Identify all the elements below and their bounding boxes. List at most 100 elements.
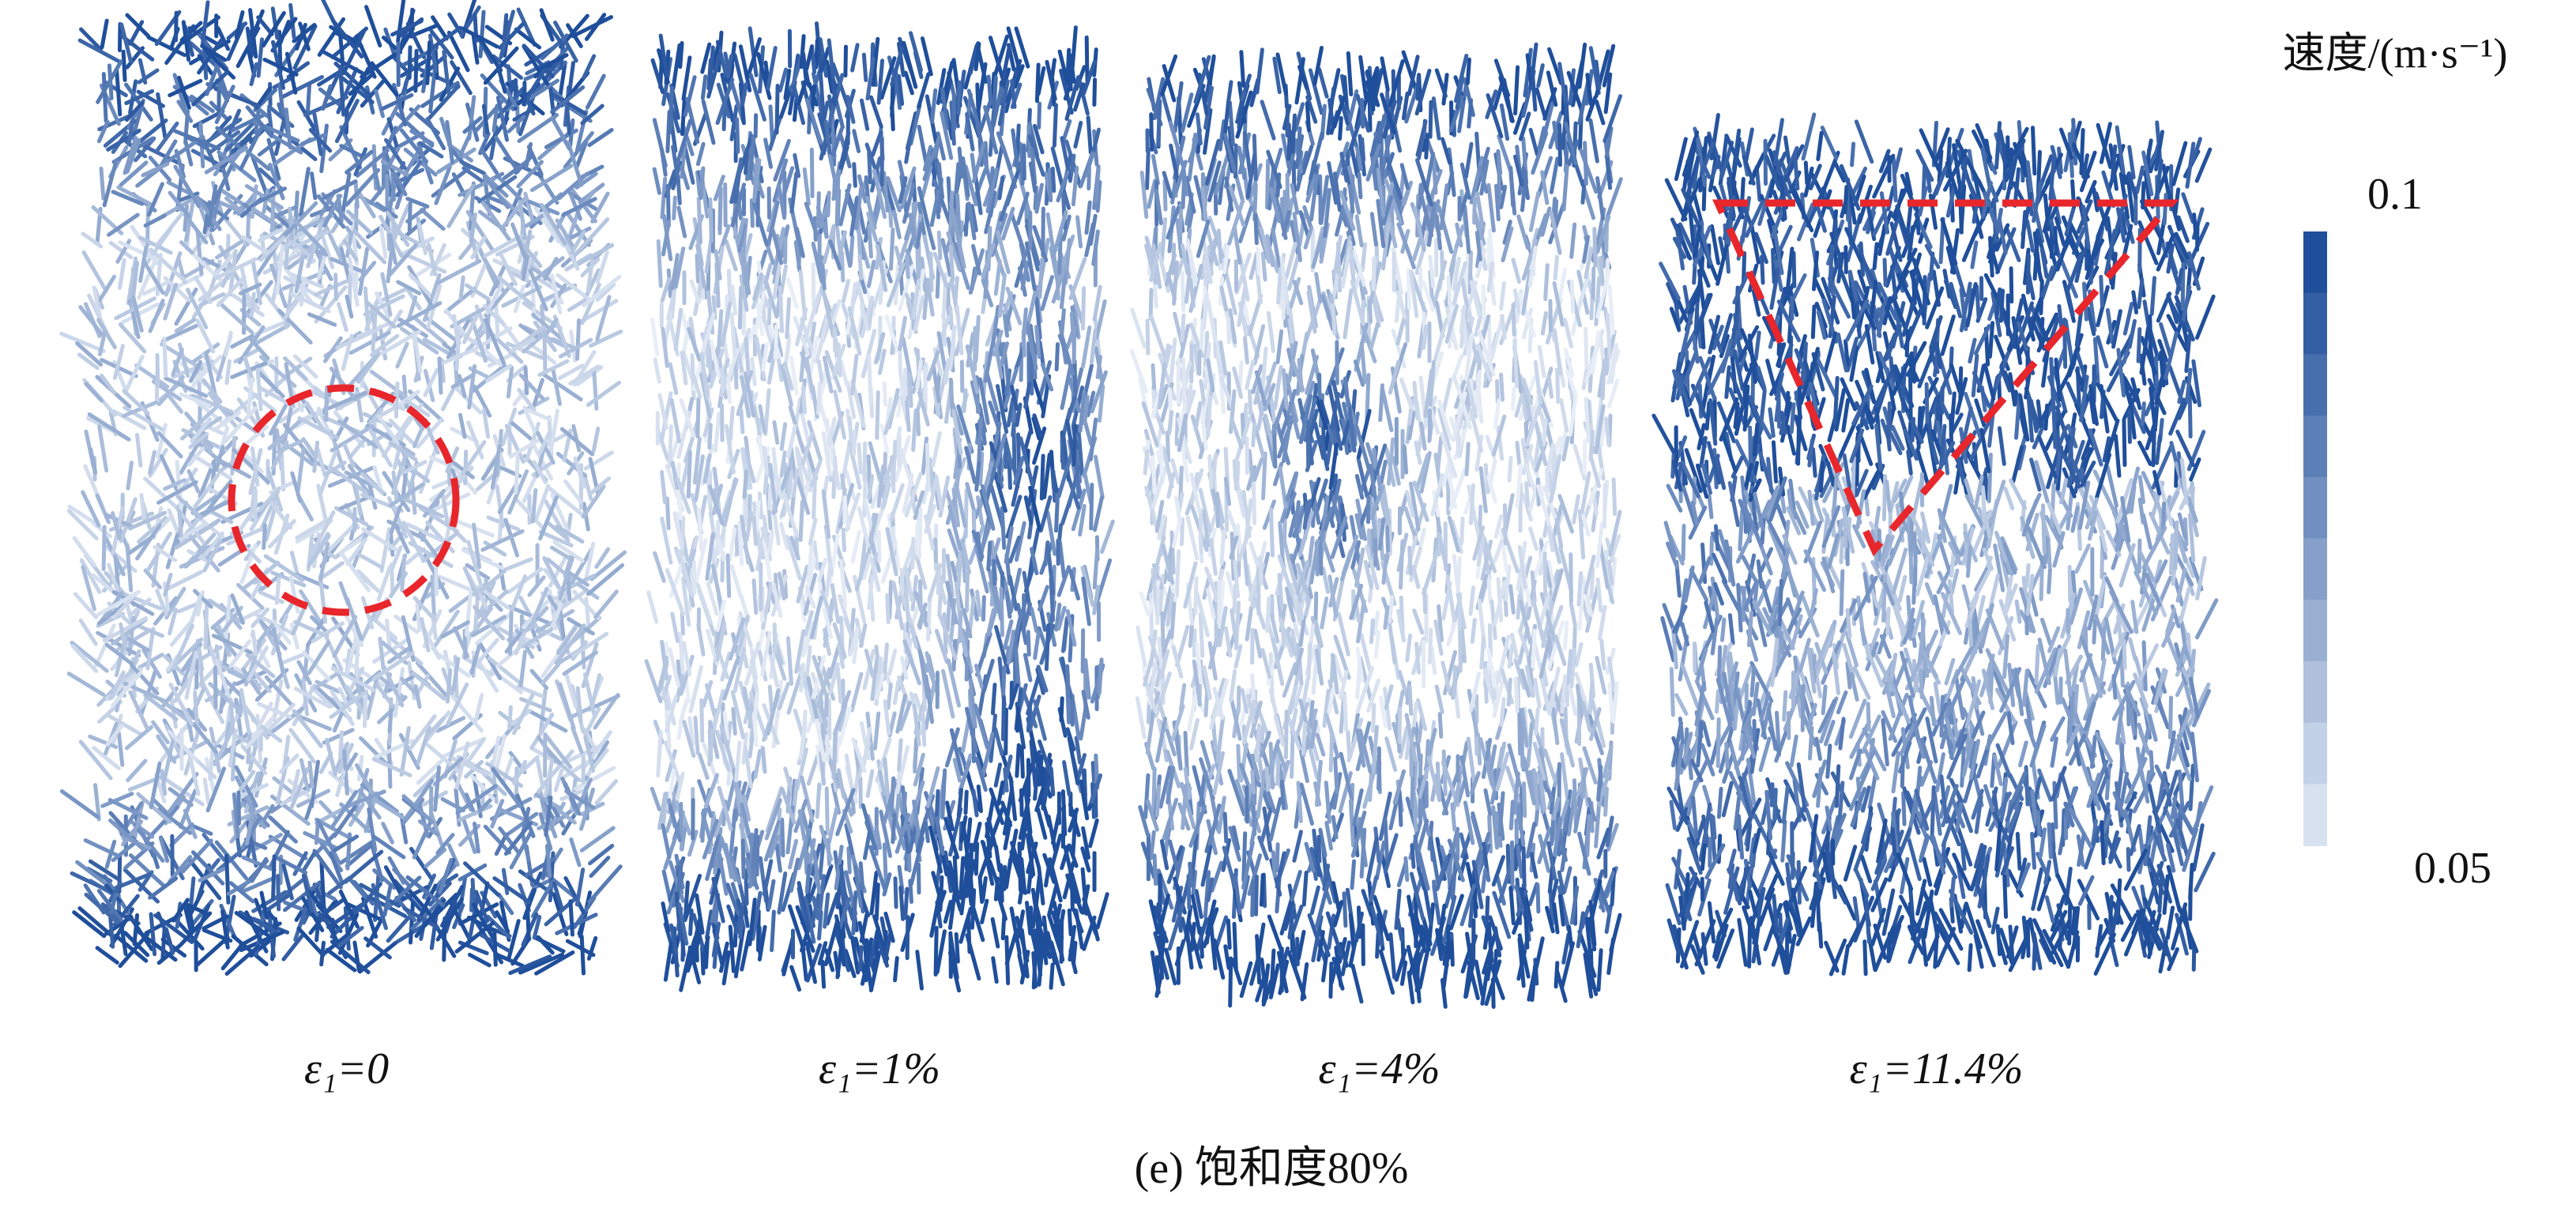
vector-arrow [594, 371, 597, 408]
vector-arrow [869, 226, 872, 257]
vector-arrow [163, 931, 164, 959]
vector-arrow [819, 361, 823, 385]
vector-arrow [816, 40, 818, 67]
vector-arrow [730, 408, 733, 439]
vector-arrow [1154, 769, 1155, 816]
vector-arrow [376, 91, 383, 116]
vector-arrow [554, 97, 591, 121]
vector-arrow [104, 74, 106, 122]
vector-arrow [1053, 168, 1054, 190]
vector-arrow [402, 556, 405, 590]
vector-arrow [1000, 178, 1003, 198]
vector-arrow [845, 47, 846, 76]
vector-arrow [725, 184, 726, 225]
vector-arrow [746, 871, 747, 904]
vector-arrow [741, 410, 743, 432]
vector-arrow [826, 694, 827, 716]
vector-arrow [853, 892, 856, 933]
vector-arrow [937, 931, 944, 973]
vector-arrow [920, 509, 921, 543]
vector-arrow [360, 555, 382, 567]
vector-arrow [1576, 644, 1581, 665]
vector-arrow [884, 383, 885, 405]
vector-arrow [768, 48, 775, 88]
vector-arrow [1565, 868, 1570, 892]
vector-arrow [312, 174, 315, 198]
vector-arrow [269, 521, 294, 547]
vector-arrow [685, 882, 687, 920]
vector-arrow [472, 890, 473, 910]
vector-arrow [843, 529, 844, 550]
vector-arrow [510, 707, 511, 728]
vector-arrow [461, 277, 463, 299]
vector-arrow [566, 481, 582, 502]
vector-arrow [702, 811, 703, 841]
vector-arrow [755, 694, 757, 720]
vector-arrow [829, 808, 836, 841]
vector-arrow [989, 77, 991, 103]
vector-arrow [906, 889, 907, 917]
vector-arrow [231, 700, 233, 732]
vector-arrow [805, 843, 807, 872]
vector-arrow [699, 509, 701, 550]
vector-arrow [1072, 28, 1076, 73]
vector-arrow [205, 780, 209, 803]
vector-arrow [970, 845, 971, 882]
vector-arrow [731, 811, 735, 853]
vector-arrow [277, 246, 283, 293]
vector-arrow [1523, 784, 1524, 816]
vector-arrow [777, 86, 778, 133]
vector-arrow [1088, 118, 1090, 152]
vector-arrow [301, 169, 309, 215]
vector-arrow [733, 709, 736, 734]
vector-arrow [850, 237, 852, 264]
vector-arrow [894, 681, 898, 703]
vector-arrow [157, 355, 158, 385]
vector-arrow [746, 339, 748, 372]
vector-arrow [335, 837, 357, 850]
vector-arrow [516, 457, 518, 492]
vector-arrow [951, 246, 953, 280]
vector-arrow [861, 626, 865, 646]
vector-arrow [1501, 283, 1505, 308]
vector-arrow [1021, 790, 1022, 815]
vector-arrow [322, 943, 324, 965]
vector-arrow [97, 948, 117, 963]
vector-arrow [1099, 660, 1102, 694]
vector-arrow [859, 444, 861, 472]
vector-arrow [701, 168, 703, 198]
vector-arrow [708, 584, 717, 614]
vector-arrow [743, 841, 744, 877]
vector-arrow [1034, 529, 1038, 553]
vector-arrow [755, 751, 760, 777]
vector-arrow [759, 437, 763, 461]
vector-arrow [1075, 122, 1081, 146]
vector-arrow [571, 839, 579, 865]
vector-arrow [286, 238, 288, 268]
vector-arrow [1003, 914, 1004, 939]
vector-arrow [838, 770, 844, 797]
vector-arrow [955, 278, 957, 301]
vector-arrow [702, 77, 705, 99]
vector-arrow [730, 529, 735, 560]
vector-arrow [1509, 457, 1511, 480]
vector-arrow [1078, 217, 1081, 246]
vector-arrow [109, 66, 111, 99]
vector-arrow [1017, 745, 1019, 776]
vector-arrow [843, 281, 848, 302]
vector-arrow [390, 710, 391, 732]
vector-arrow [910, 881, 912, 902]
vector-arrow [674, 198, 676, 218]
vector-arrow [577, 870, 582, 905]
vector-arrow [803, 947, 806, 980]
vector-arrow [496, 137, 518, 171]
vector-arrow [1006, 709, 1007, 754]
vector-arrow [1562, 755, 1568, 798]
vector-arrow [646, 661, 661, 702]
vector-arrow [121, 624, 125, 645]
vector-arrow [134, 915, 137, 943]
vector-arrow [932, 90, 935, 122]
vector-arrow [396, 383, 397, 416]
vector-arrow [1035, 702, 1045, 739]
vector-arrow [1024, 145, 1025, 179]
